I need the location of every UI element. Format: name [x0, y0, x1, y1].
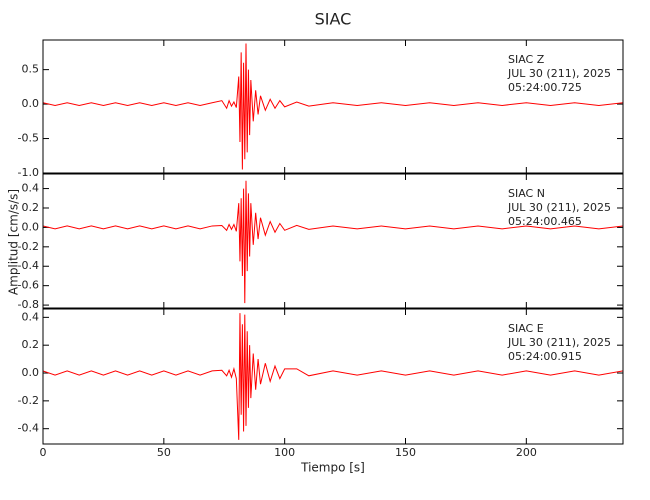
- y-tick-label: -0.2: [18, 394, 39, 407]
- panel-frame: [42, 173, 624, 309]
- x-tick-label: 50: [157, 446, 171, 459]
- y-tick-label: -0.2: [18, 240, 39, 253]
- y-tick-label: -1.0: [18, 166, 39, 179]
- y-tick-label: 0.0: [22, 220, 40, 233]
- annotation: JUL 30 (211), 2025: [507, 201, 611, 214]
- y-tick-label: 0.2: [22, 338, 40, 351]
- y-tick-label: 0.2: [22, 201, 40, 214]
- panel-frame: [42, 39, 624, 174]
- y-tick-label: 0.4: [22, 310, 40, 323]
- y-tick-label: -0.4: [18, 422, 39, 435]
- y-tick-label: 0.4: [22, 182, 40, 195]
- annotation: 05:24:00.465: [508, 215, 582, 228]
- annotation: SIAC Z: [508, 53, 545, 66]
- y-tick-label: -0.8: [18, 298, 39, 311]
- annotation: JUL 30 (211), 2025: [507, 336, 611, 349]
- y-tick-label: 0.5: [22, 63, 40, 76]
- x-tick-label: 200: [516, 446, 537, 459]
- chart-title: SIAC: [315, 10, 352, 29]
- x-tick-label: 100: [274, 446, 295, 459]
- x-axis-label: Tiempo [s]: [300, 461, 365, 475]
- y-tick-label: -0.5: [18, 132, 39, 145]
- panel-frame: [42, 308, 624, 445]
- annotation: JUL 30 (211), 2025: [507, 67, 611, 80]
- annotation: SIAC N: [508, 187, 545, 200]
- y-tick-label: 0.0: [22, 97, 40, 110]
- y-tick-label: -0.4: [18, 259, 39, 272]
- y-axis-label: Amplitud [cm/s/s]: [7, 189, 21, 295]
- x-tick-label: 150: [395, 446, 416, 459]
- x-tick-label: 0: [40, 446, 47, 459]
- waveform: [43, 43, 623, 170]
- y-tick-label: 0.0: [22, 366, 40, 379]
- y-tick-label: -0.6: [18, 279, 39, 292]
- waveform: [43, 313, 623, 440]
- annotation: 05:24:00.915: [508, 350, 582, 363]
- annotation: SIAC E: [508, 322, 544, 335]
- waveform: [43, 180, 623, 304]
- annotation: 05:24:00.725: [508, 81, 582, 94]
